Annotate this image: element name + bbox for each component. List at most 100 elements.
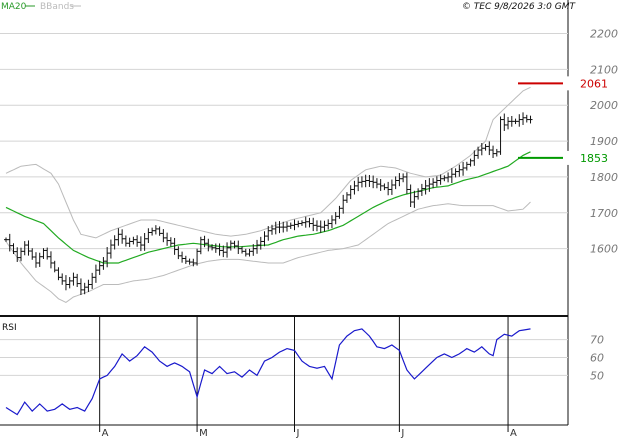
ma20-line <box>5 151 531 264</box>
price-bar <box>314 220 319 232</box>
price-bars <box>4 112 533 296</box>
rsi-gridlines <box>0 339 568 376</box>
price-bar <box>71 272 76 286</box>
price-bar <box>311 217 316 232</box>
price-gridlines <box>0 33 568 250</box>
price-bar <box>180 251 185 263</box>
price-bar <box>135 235 140 247</box>
price-bar <box>468 158 473 167</box>
price-bar <box>270 224 275 235</box>
price-bar <box>371 175 376 189</box>
price-bar <box>108 239 113 259</box>
price-bar <box>240 246 245 254</box>
price-bar <box>326 219 331 230</box>
price-bar <box>33 252 38 268</box>
price-bar <box>476 146 481 159</box>
price-bar <box>221 245 226 258</box>
price-bar <box>464 161 469 171</box>
rsi-axis: 70 60 50 <box>590 334 604 383</box>
price-bar <box>176 246 181 260</box>
price-bar <box>382 183 387 191</box>
rsi-tick-label: 50 <box>590 369 604 382</box>
price-bar <box>292 219 297 231</box>
chart-legend: MA20 BBands <box>1 2 81 12</box>
price-bar <box>389 179 394 195</box>
month-label: M <box>199 428 208 439</box>
price-bar <box>153 225 158 235</box>
price-bar <box>457 164 462 177</box>
rsi-tick-label: 70 <box>590 334 604 347</box>
price-bar <box>322 220 327 232</box>
price-bar <box>146 228 151 244</box>
price-bar <box>67 277 72 289</box>
price-bar <box>127 237 132 248</box>
price-bar <box>434 176 439 187</box>
month-label: J <box>295 428 299 439</box>
price-bar <box>45 247 50 260</box>
price-bar <box>378 179 383 191</box>
price-bar <box>161 229 166 243</box>
price-bar <box>408 184 413 208</box>
price-bar <box>90 272 95 289</box>
price-bar <box>18 247 23 262</box>
price-bar <box>416 188 421 200</box>
price-tick-label: 2100 <box>590 63 618 76</box>
price-bar <box>225 242 230 258</box>
price-bar <box>453 168 458 178</box>
rsi-panel-title: RSI <box>2 323 17 333</box>
price-bar <box>195 248 200 266</box>
price-bar <box>337 205 342 219</box>
price-bar <box>491 145 496 159</box>
price-bar <box>517 114 522 127</box>
price-bar <box>506 116 511 130</box>
price-bar <box>86 279 91 292</box>
price-bar <box>427 178 432 192</box>
price-bar <box>243 248 248 257</box>
price-bar <box>52 260 57 273</box>
price-levels: 2061 1853 <box>518 76 624 165</box>
price-bar <box>142 232 147 251</box>
price-bar <box>273 221 278 235</box>
price-axis: 2200 2100 2000 1900 1800 1700 1600 <box>590 28 618 256</box>
month-label: A <box>102 428 109 439</box>
price-bar <box>48 251 53 269</box>
legend-ma20-label: MA20 <box>1 2 27 12</box>
price-bar <box>150 227 155 236</box>
chart-frame <box>0 0 569 426</box>
support-level-label: 1853 <box>580 152 608 165</box>
resistance-level-badge <box>566 76 624 91</box>
month-label: A <box>510 428 517 439</box>
price-bar <box>419 183 424 196</box>
price-bar <box>37 252 42 267</box>
price-bar <box>329 215 334 229</box>
price-bar <box>75 273 80 288</box>
resistance-level-label: 2061 <box>580 77 608 90</box>
price-bar <box>112 235 117 250</box>
price-tick-label: 2200 <box>590 28 618 41</box>
price-bar <box>352 180 357 195</box>
price-bar <box>82 282 87 295</box>
price-bar <box>401 173 406 183</box>
price-bar <box>4 237 8 242</box>
price-bar <box>333 212 338 225</box>
bollinger-lower-band <box>5 201 531 303</box>
price-bar <box>374 178 379 189</box>
price-bar <box>281 221 286 233</box>
price-bar <box>213 243 218 253</box>
price-bar <box>120 229 125 244</box>
price-bar <box>41 248 46 259</box>
price-bar <box>348 185 353 200</box>
price-tick-label: 1700 <box>590 207 618 220</box>
price-bar <box>521 112 526 125</box>
price-bar <box>30 248 35 260</box>
price-bar <box>513 118 518 125</box>
price-bar <box>232 240 237 249</box>
price-bar <box>105 247 110 268</box>
price-bar <box>412 190 417 208</box>
price-bar <box>228 240 233 251</box>
price-bar <box>356 177 361 192</box>
price-bar <box>423 179 428 195</box>
price-bar <box>262 231 267 247</box>
price-bar <box>22 241 27 256</box>
